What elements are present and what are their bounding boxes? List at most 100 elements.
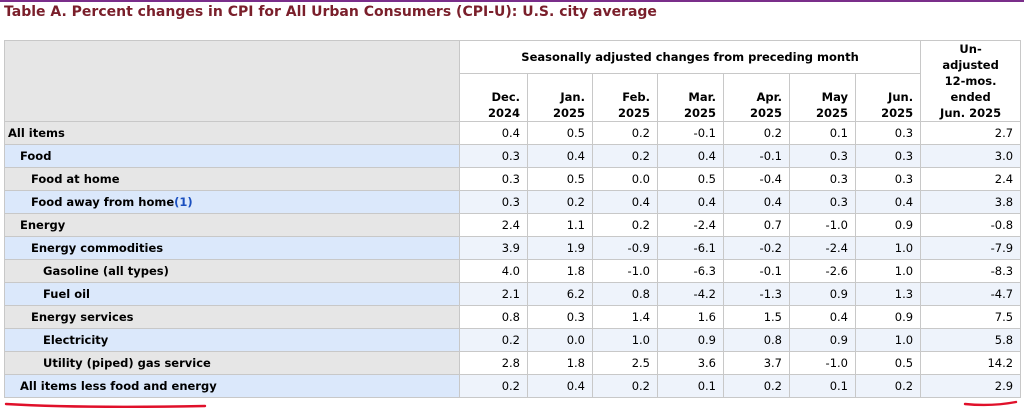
value-cell: 3.9 — [459, 236, 528, 260]
cpi-table: Seasonally adjusted changes from precedi… — [4, 39, 1022, 398]
value-cell: 2.1 — [459, 282, 528, 306]
value-cell: -6.1 — [657, 236, 724, 260]
value-cell: 0.3 — [459, 167, 528, 191]
value-cell: 0.2 — [592, 144, 658, 168]
value-cell: 1.0 — [854, 328, 922, 352]
value-cell: 0.2 — [592, 213, 658, 237]
value-cell: 0.3 — [789, 144, 856, 168]
annotation-underline-left — [4, 402, 207, 409]
value-cell: 3.7 — [723, 351, 790, 375]
value-cell: 0.3 — [854, 121, 922, 145]
value-cell: 0.5 — [527, 167, 593, 191]
value-cell: 2.9 — [920, 374, 1022, 398]
month-header: Jun. 2025 — [854, 73, 922, 122]
value-cell: 2.8 — [459, 351, 528, 375]
value-cell: -1.3 — [723, 282, 790, 306]
value-cell: 1.0 — [854, 236, 922, 260]
month-header: May 2025 — [789, 73, 856, 122]
value-cell: 0.9 — [789, 328, 856, 352]
unadjusted-header: Un- adjusted 12-mos. ended Jun. 2025 — [920, 40, 1022, 122]
value-cell: -7.9 — [920, 236, 1022, 260]
value-cell: -8.3 — [920, 259, 1022, 283]
value-cell: 2.5 — [592, 351, 658, 375]
value-cell: 0.2 — [459, 328, 528, 352]
value-cell: 0.4 — [527, 144, 593, 168]
table-body: All items 0.4 0.5 0.2 -0.1 0.2 0.1 0.3 2.7 Food 0.… — [4, 121, 1022, 398]
value-cell: -1.0 — [592, 259, 658, 283]
value-cell: 1.1 — [527, 213, 593, 237]
value-cell: 0.2 — [527, 190, 593, 214]
value-cell: -0.1 — [657, 121, 724, 145]
value-cell: -1.0 — [789, 213, 856, 237]
value-cell: 1.0 — [592, 328, 658, 352]
table-row: Food away from home(1) 0.3 0.2 0.4 0.4 0.4 0.3… — [4, 190, 1022, 214]
month-header: Jan. 2025 — [527, 73, 593, 122]
value-cell: 0.0 — [527, 328, 593, 352]
value-cell: -4.2 — [657, 282, 724, 306]
value-cell: 0.3 — [789, 167, 856, 191]
value-cell: 0.5 — [657, 167, 724, 191]
value-cell: -0.8 — [920, 213, 1022, 237]
value-cell: -2.6 — [789, 259, 856, 283]
month-header-row: Dec. 2024 Jan. 2025 Feb. 2025 Mar. 2025 Apr. 2025… — [5, 73, 1021, 122]
row-label: Gasoline (all types) — [4, 259, 460, 283]
value-cell: 0.9 — [657, 328, 724, 352]
annotation-underline-right — [963, 400, 1018, 407]
table-row: All items less food and energy 0.2 0.4 0.2 0… — [4, 374, 1022, 398]
value-cell: 2.4 — [920, 167, 1022, 191]
value-cell: 0.8 — [459, 305, 528, 329]
value-cell: 0.3 — [459, 190, 528, 214]
seasonal-group-header: Seasonally adjusted changes from precedi… — [458, 39, 922, 75]
value-cell: 0.2 — [723, 374, 790, 398]
table-row: Food 0.3 0.4 0.2 0.4 -0.1 0.3 0.3 3.0 — [4, 144, 1022, 168]
value-cell: 0.0 — [592, 167, 658, 191]
value-cell: 0.8 — [723, 328, 790, 352]
stub-header — [4, 40, 460, 122]
table-row: Energy services 0.8 0.3 1.4 1.6 1.5 0.4 0.9 7.5 — [4, 305, 1022, 329]
value-cell: 0.2 — [592, 374, 658, 398]
value-cell: 0.4 — [592, 190, 658, 214]
row-label: All items — [4, 121, 460, 145]
value-cell: 1.0 — [854, 259, 922, 283]
row-label: All items less food and energy — [4, 374, 460, 398]
row-label: Food away from home(1) — [4, 190, 460, 214]
table-row: Fuel oil 2.1 6.2 0.8 -4.2 -1.3 0.9 1.3 -4.7 — [4, 282, 1022, 306]
value-cell: 1.4 — [592, 305, 658, 329]
value-cell: 0.7 — [723, 213, 790, 237]
value-cell: -0.1 — [723, 144, 790, 168]
value-cell: 0.2 — [723, 121, 790, 145]
value-cell: 2.4 — [459, 213, 528, 237]
value-cell: 0.4 — [459, 121, 528, 145]
month-header: Mar. 2025 — [657, 73, 724, 122]
value-cell: 0.3 — [789, 190, 856, 214]
row-label: Food at home — [4, 167, 460, 191]
value-cell: -4.7 — [920, 282, 1022, 306]
value-cell: -2.4 — [657, 213, 724, 237]
value-cell: 0.4 — [657, 144, 724, 168]
value-cell: 1.8 — [527, 351, 593, 375]
value-cell: 3.0 — [920, 144, 1022, 168]
value-cell: 1.6 — [657, 305, 724, 329]
value-cell: 5.8 — [920, 328, 1022, 352]
table-row: Electricity 0.2 0.0 1.0 0.9 0.8 0.9 1.0 5.8 — [4, 328, 1022, 352]
value-cell: 0.2 — [854, 374, 922, 398]
value-cell: 0.3 — [459, 144, 528, 168]
table-row: Gasoline (all types) 4.0 1.8 -1.0 -6.3 -0.1 -2… — [4, 259, 1022, 283]
table-row: Utility (piped) gas service 2.8 1.8 2.5 3.6 3… — [4, 351, 1022, 375]
table-row: Food at home 0.3 0.5 0.0 0.5 -0.4 0.3 0.3 2.4 — [4, 167, 1022, 191]
footnote-link[interactable]: (1) — [174, 195, 193, 209]
table-row: Energy commodities 3.9 1.9 -0.9 -6.1 -0.2 -2.4… — [4, 236, 1022, 260]
table-title: Table A. Percent changes in CPI for All … — [4, 4, 657, 20]
value-cell: 0.9 — [789, 282, 856, 306]
row-label: Electricity — [4, 328, 460, 352]
value-cell: 1.5 — [723, 305, 790, 329]
value-cell: 4.0 — [459, 259, 528, 283]
value-cell: 3.8 — [920, 190, 1022, 214]
row-label: Fuel oil — [4, 282, 460, 306]
value-cell: 0.4 — [854, 190, 922, 214]
value-cell: -0.2 — [723, 236, 790, 260]
table-row: Energy 2.4 1.1 0.2 -2.4 0.7 -1.0 0.9 -0.8 — [4, 213, 1022, 237]
value-cell: -0.1 — [723, 259, 790, 283]
value-cell: 0.3 — [854, 167, 922, 191]
top-rule — [0, 0, 1024, 2]
